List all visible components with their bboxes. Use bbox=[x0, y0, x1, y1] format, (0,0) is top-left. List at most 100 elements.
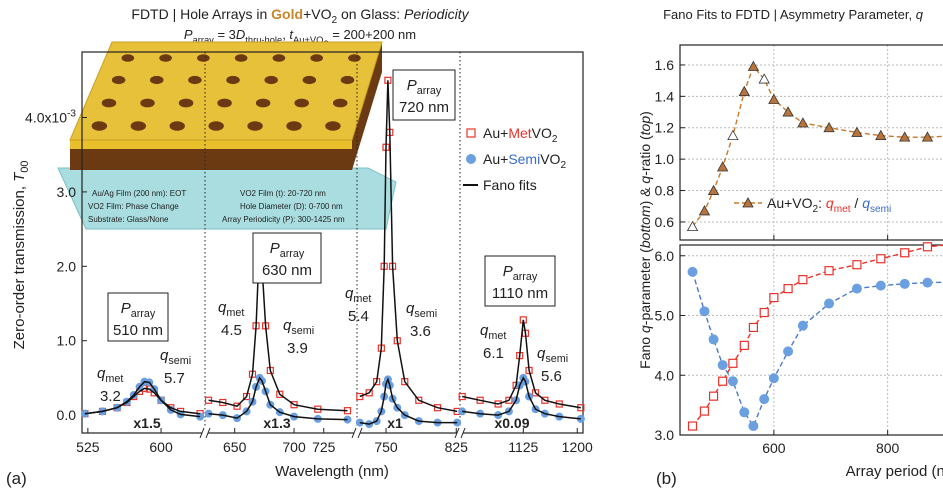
inset-label: Au/Ag Film (200 nm): EOT bbox=[92, 189, 186, 198]
legend-label-part: Au+VO bbox=[767, 195, 813, 211]
data-marker bbox=[825, 299, 834, 308]
data-marker bbox=[901, 249, 909, 257]
inset-hole bbox=[92, 121, 107, 131]
chart-title-part: +VO bbox=[303, 6, 332, 22]
x-axis-label: Array period (nm) bbox=[846, 463, 943, 480]
data-marker bbox=[798, 321, 807, 330]
data-marker bbox=[700, 307, 709, 316]
scale-factor: x0.09 bbox=[494, 415, 529, 431]
inset-hole bbox=[264, 76, 278, 84]
period-symbol-part: array bbox=[513, 271, 538, 283]
legend-label-part: q bbox=[862, 195, 870, 211]
inset-hole bbox=[208, 121, 223, 131]
y-axis-label-part: bottom bbox=[637, 205, 653, 248]
q-semi-symbol-part: semi bbox=[414, 308, 437, 320]
inset-hole bbox=[235, 54, 248, 61]
inset-hole bbox=[273, 54, 286, 61]
data-marker bbox=[877, 255, 885, 263]
q-met-value: 3.2 bbox=[100, 388, 121, 405]
x-tick-label: 1200 bbox=[562, 439, 593, 455]
y-axis-label-part: ) bbox=[637, 111, 653, 116]
q-met-value: 5.4 bbox=[348, 308, 369, 325]
legend-label-part: Met bbox=[508, 125, 531, 141]
scale-factor: x1.3 bbox=[263, 415, 290, 431]
x-tick-label: 600 bbox=[149, 439, 173, 455]
inset-hole bbox=[341, 76, 355, 84]
q-semi-symbol-part: semi bbox=[291, 325, 314, 337]
x-tick-label: 825 bbox=[445, 439, 469, 455]
period-value: 720 nm bbox=[399, 99, 449, 116]
scale-factor: x1.5 bbox=[133, 415, 160, 431]
y-axis-label-part: Zero-order transmission, bbox=[11, 182, 28, 350]
y-axis-label-part: q bbox=[637, 176, 653, 184]
legend-label-part: 2 bbox=[552, 134, 558, 145]
chart-title-part: FDTD | Hole Arrays in bbox=[131, 6, 271, 22]
inset-front-gold bbox=[70, 140, 352, 149]
inset-hole bbox=[188, 76, 202, 84]
period-symbol-part: P bbox=[503, 263, 513, 280]
inset-hole bbox=[226, 76, 240, 84]
inset-hole bbox=[170, 121, 185, 131]
data-marker bbox=[689, 422, 697, 430]
period-value: 1110 nm bbox=[492, 285, 548, 302]
data-marker bbox=[852, 284, 861, 293]
legend-label-part: q bbox=[826, 195, 834, 211]
y-axis-label-part: ) & bbox=[637, 184, 653, 206]
q-met-symbol-part: met bbox=[488, 330, 506, 342]
inset-label: Hole Diameter (D): 0-700 nm bbox=[240, 202, 343, 211]
legend-label-part: VO bbox=[540, 151, 560, 167]
data-marker bbox=[760, 395, 769, 404]
inset-hole bbox=[256, 99, 270, 108]
legend-label-part: Semi bbox=[508, 151, 540, 167]
x-tick-label: 600 bbox=[762, 440, 786, 456]
chart-subtitle-part: = 3 bbox=[214, 27, 236, 42]
inset-hole bbox=[179, 99, 193, 108]
y-tick-label-part: 1.0 bbox=[57, 333, 77, 349]
legend-label-part: met bbox=[834, 204, 851, 215]
period-symbol-part: P bbox=[270, 240, 280, 257]
legend-marker bbox=[466, 154, 476, 164]
data-marker bbox=[923, 243, 931, 251]
chart-subtitle-part: P bbox=[184, 27, 193, 42]
y-tick-label: 1.6 bbox=[655, 57, 675, 73]
inset-hole bbox=[247, 121, 262, 131]
chart-subtitle-part: , bbox=[282, 27, 289, 42]
y-axis-label-part: q bbox=[637, 325, 653, 333]
inset-hole bbox=[333, 99, 347, 108]
q-semi-symbol-part: semi bbox=[545, 353, 568, 365]
x-tick-label: 800 bbox=[876, 440, 900, 456]
x-axis-label: Wavelength (nm) bbox=[275, 463, 389, 480]
y-tick-label: 1.0 bbox=[655, 151, 675, 167]
inset-hole bbox=[102, 99, 116, 108]
inset-hole bbox=[121, 54, 134, 61]
legend-label-part: Au+ bbox=[483, 125, 508, 141]
period-value: 630 nm bbox=[262, 262, 312, 279]
chart-subtitle-part: D bbox=[236, 27, 245, 42]
x-tick-label: 1125 bbox=[508, 439, 538, 455]
q-semi-value: 3.6 bbox=[410, 323, 431, 340]
data-marker bbox=[729, 359, 737, 367]
y-tick-label: 6.0 bbox=[655, 248, 675, 264]
data-marker bbox=[799, 276, 807, 284]
x-tick-label: 750 bbox=[374, 439, 398, 455]
inset-hole bbox=[112, 76, 126, 84]
y-tick-label: 1.2 bbox=[655, 120, 675, 136]
figure: FDTD | Hole Arrays in Gold+VO2 on Glass:… bbox=[0, 0, 943, 491]
y-tick-label: 1.4 bbox=[655, 88, 675, 104]
inset-hole bbox=[325, 121, 340, 131]
data-marker bbox=[709, 335, 718, 344]
data-marker bbox=[769, 374, 778, 383]
inset-hole bbox=[217, 99, 231, 108]
y-axis-label-part: 00 bbox=[19, 161, 31, 173]
y-tick-label: 5.0 bbox=[655, 308, 675, 324]
inset-hole bbox=[294, 99, 308, 108]
legend-label-part: semi bbox=[870, 204, 891, 215]
chart-subtitle-part: = 200+200 nm bbox=[329, 27, 416, 42]
y-tick-label: 4.0 bbox=[655, 367, 675, 383]
y-tick-label: 2.0 bbox=[57, 258, 77, 274]
y-tick-exponent: -3 bbox=[67, 108, 76, 119]
data-marker bbox=[718, 361, 727, 370]
y-axis-label-part: -parameter ( bbox=[637, 248, 653, 325]
x-tick-label: 525 bbox=[76, 439, 100, 455]
legend-label-part: / bbox=[851, 195, 863, 211]
